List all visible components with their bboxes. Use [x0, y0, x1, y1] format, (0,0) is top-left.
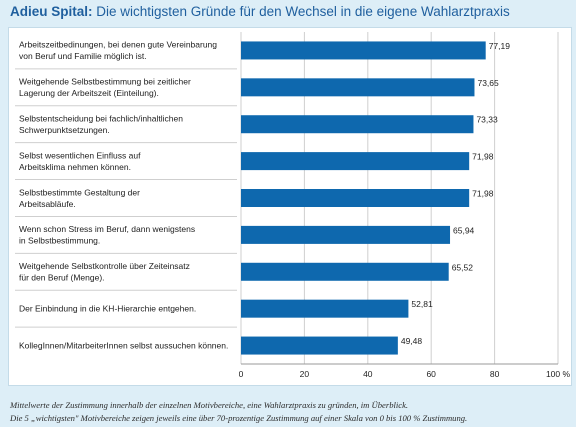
category-label-0-1: von Beruf und Familie möglich ist.	[19, 51, 147, 61]
category-label-0-0: Arbeitszeitbedinungen, bei denen gute Ve…	[19, 40, 217, 50]
category-label-2-0: Selbstentscheidung bei fachlich/inhaltli…	[19, 113, 183, 123]
category-label-1-0: Weitgehende Selbstbestimmung bei zeitlic…	[19, 77, 191, 87]
bar-1	[241, 78, 475, 97]
category-label-3-1: Arbeitsklima nehmen können.	[19, 162, 131, 172]
category-label-2-1: Schwerpunktsetzungen.	[19, 125, 110, 135]
bar-8	[241, 336, 398, 355]
bar-6	[241, 262, 449, 281]
category-label-7-0: Der Einbindung in die KH-Hierarchie entg…	[19, 304, 196, 314]
category-label-3-0: Selbst wesentlichen Einfluss auf	[19, 150, 141, 160]
value-label-2: 73,33	[476, 115, 498, 125]
bar-3	[241, 152, 470, 171]
value-label-8: 49,48	[401, 336, 423, 346]
bar-0	[241, 41, 486, 60]
x-tick-label-4: 80	[490, 369, 500, 379]
category-label-4-1: Arbeitsabläufe.	[19, 199, 76, 209]
bar-5	[241, 225, 451, 244]
x-tick-label-0: 0	[239, 369, 244, 379]
caption-line-1: Mittelwerte der Zustimmung innerhalb der…	[10, 400, 409, 410]
value-label-3: 71,98	[472, 152, 494, 162]
x-tick-label-5: 100 %	[546, 369, 571, 379]
value-label-7: 52,81	[411, 299, 433, 309]
bar-4	[241, 189, 470, 207]
value-label-5: 65,94	[453, 225, 475, 235]
value-label-4: 71,98	[472, 189, 494, 199]
chart-title-bold: Adieu Spital:	[10, 4, 93, 19]
chart-title-rest: Die wichtigsten Gründe für den Wechsel i…	[92, 4, 510, 19]
category-label-5-1: in Selbstbestimmung.	[19, 236, 100, 246]
category-label-4-0: Selbstbestimmte Gestaltung der	[19, 187, 140, 197]
category-label-6-1: für den Beruf (Menge).	[19, 273, 105, 283]
x-tick-label-2: 40	[363, 369, 373, 379]
chart-title: Adieu Spital: Die wichtigsten Gründe für…	[10, 4, 510, 19]
category-label-1-1: Lagerung der Arbeitszeit (Einteilung).	[19, 88, 159, 98]
bar-chart: 77,19 Arbeitszeitbedinungen, bei denen gu…	[15, 32, 571, 379]
bar-7	[241, 299, 409, 318]
value-label-1: 73,65	[477, 78, 499, 88]
category-label-5-0: Wenn schon Stress im Beruf, dann wenigst…	[19, 224, 195, 234]
x-tick-label-3: 60	[426, 369, 436, 379]
caption-line-2: Die 5 „wichtigsten" Motivbereiche zeigen…	[10, 413, 468, 423]
bar-2	[241, 115, 474, 134]
category-label-8-0: KollegInnen/MitarbeiterInnen selbst auss…	[19, 341, 228, 351]
x-tick-label-1: 20	[300, 369, 310, 379]
chart-panel: 77,19 Arbeitszeitbedinungen, bei denen gu…	[8, 27, 572, 386]
value-label-6: 65,52	[452, 262, 474, 272]
value-label-0: 77,19	[489, 41, 511, 51]
category-label-6-0: Weitgehende Selbstkontrolle über Zeitein…	[19, 261, 190, 271]
